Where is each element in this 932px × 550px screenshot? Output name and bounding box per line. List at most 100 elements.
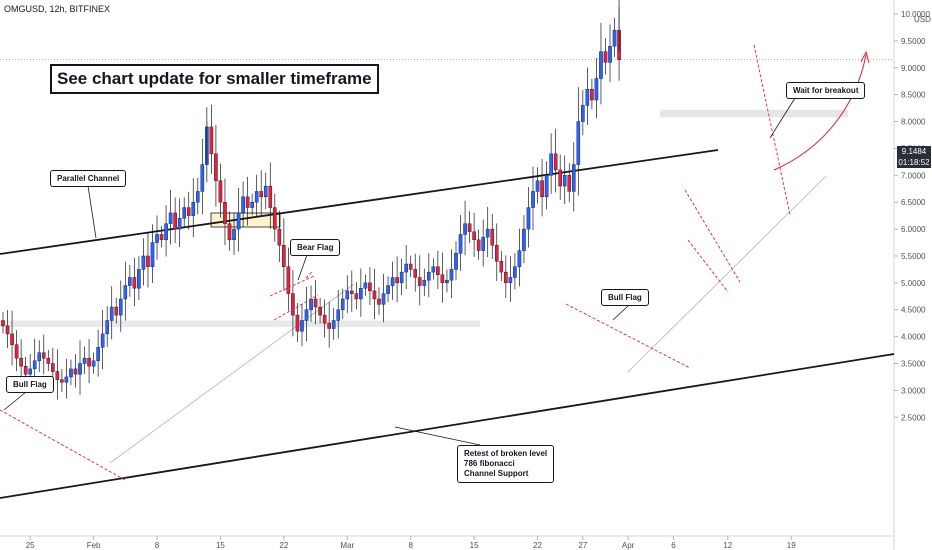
candle-body <box>526 207 531 230</box>
candle-body <box>476 239 481 251</box>
candle-body <box>553 153 558 171</box>
candle-body <box>259 191 264 198</box>
candle-body <box>558 169 562 187</box>
bull-flag-mid-callout: Bull Flag <box>601 289 649 306</box>
candle-body <box>404 263 408 273</box>
headline-annotation: See chart update for smaller timeframe <box>50 64 379 94</box>
candle-body <box>32 360 37 370</box>
candle-body <box>295 314 300 332</box>
candle-body <box>209 126 214 155</box>
candle-body <box>359 288 363 300</box>
candle-body <box>562 175 567 187</box>
y-tick-label: 4.0000 <box>901 333 926 342</box>
x-tick-label: 25 <box>26 541 35 550</box>
candle-body <box>531 191 535 208</box>
candle-body <box>576 121 581 165</box>
candle-body <box>123 285 128 300</box>
flag-dashed-line <box>273 294 319 321</box>
y-tick-label: 3.5000 <box>901 360 926 369</box>
candle-body <box>273 207 277 230</box>
trendline-2 <box>627 175 827 373</box>
flag-dashed-line <box>269 275 315 297</box>
candle-body <box>608 46 612 63</box>
candle-body <box>458 234 463 254</box>
candle-body <box>431 266 436 273</box>
candle-body <box>218 180 223 203</box>
callout-pointer <box>612 304 630 321</box>
x-tick-label: 27 <box>578 541 587 550</box>
callout-pointer <box>769 97 796 139</box>
candle-body <box>513 266 517 278</box>
bull-flag-left-callout: Bull Flag <box>6 376 54 393</box>
candle-body <box>150 242 155 267</box>
candle-body <box>309 298 313 310</box>
candle-body <box>277 228 282 246</box>
candle-body <box>91 360 96 367</box>
candle-body <box>241 196 245 214</box>
channel-top-line <box>0 149 719 255</box>
candle-body <box>282 245 286 267</box>
y-tick-label: 6.0000 <box>901 225 926 234</box>
candle-body <box>386 285 390 294</box>
candle-body <box>313 298 318 308</box>
retest-line-3: Channel Support <box>464 469 529 478</box>
candle-body <box>87 357 91 367</box>
y-tick-label: 9.0000 <box>901 64 926 73</box>
candle-body <box>422 279 427 286</box>
x-tick-label: 8 <box>408 541 413 550</box>
candle-body <box>567 175 572 192</box>
candle-body <box>245 196 250 208</box>
candle-body <box>200 164 205 192</box>
candle-body <box>155 234 159 243</box>
candle-body <box>599 51 603 79</box>
x-tick-label: 15 <box>470 541 479 550</box>
candle-body <box>173 212 177 230</box>
candle-body <box>350 290 354 294</box>
candle-body <box>105 320 109 335</box>
candle-body <box>64 376 69 383</box>
candle-body <box>128 277 132 286</box>
candle-body <box>304 309 309 321</box>
candle-body <box>177 218 182 230</box>
candle-body <box>549 153 553 176</box>
callout-pointer <box>3 391 27 411</box>
candle-body <box>132 277 137 289</box>
candle-body <box>449 269 454 281</box>
candle-body <box>41 352 46 359</box>
flag-dashed-line <box>684 189 741 283</box>
parallel-channel-callout: Parallel Channel <box>50 170 127 187</box>
candle-body <box>612 29 617 47</box>
candle-body <box>214 153 218 181</box>
candle-body <box>37 352 42 362</box>
candle-body <box>485 228 490 238</box>
candle-body <box>372 290 377 300</box>
candle-body <box>463 223 467 235</box>
candle-body <box>100 333 105 348</box>
candle-body <box>377 298 381 305</box>
retest-line-1: Retest of broken level <box>464 449 548 458</box>
y-tick-label: 5.5000 <box>901 252 926 261</box>
callout-pointer <box>394 426 481 446</box>
y-tick-label: 2.5000 <box>901 413 926 422</box>
candle-body <box>522 228 526 251</box>
y-tick-label: 8.5000 <box>901 91 926 100</box>
candle-body <box>417 277 422 286</box>
candle-body <box>286 266 291 294</box>
candle-body <box>445 279 449 284</box>
callout-pointer <box>297 254 308 281</box>
candle-body <box>1 320 5 327</box>
candle-body <box>28 368 32 375</box>
x-tick-label: Feb <box>87 541 101 550</box>
y-tick-label: 10.0000 <box>901 10 930 19</box>
candle-body <box>10 333 14 345</box>
bear-flag-callout: Bear Flag <box>290 239 341 256</box>
y-tick-label: 7.0000 <box>901 171 926 180</box>
candle-body <box>490 228 495 246</box>
candle-body <box>159 234 164 241</box>
x-tick-label: 6 <box>671 541 676 550</box>
candle-body <box>186 207 191 216</box>
y-axis-unit: USD <box>914 15 931 24</box>
candle-body <box>223 201 227 224</box>
candle-body <box>436 266 440 275</box>
y-tick-label: 6.5000 <box>901 198 926 207</box>
